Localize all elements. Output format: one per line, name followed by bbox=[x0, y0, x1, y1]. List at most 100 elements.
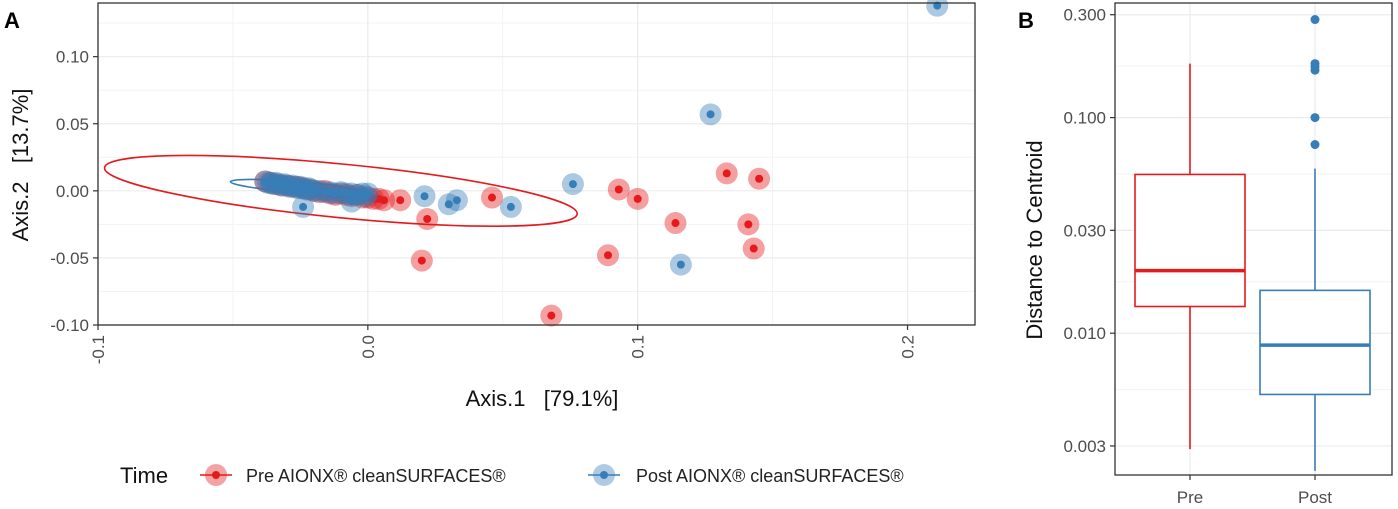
point-pre bbox=[607, 178, 630, 201]
legend-key-dot-post bbox=[600, 471, 608, 479]
ordination-y-tick-label: -0.05 bbox=[50, 249, 89, 268]
point-pre bbox=[373, 189, 396, 212]
ordination-points bbox=[254, 0, 949, 327]
point-pre bbox=[664, 212, 687, 235]
box-outlier bbox=[1310, 140, 1320, 150]
ordination-x-tick-label: -0.1 bbox=[89, 335, 108, 364]
point-dot bbox=[444, 200, 453, 209]
point-dot bbox=[633, 194, 642, 203]
ordination-background bbox=[98, 3, 975, 325]
point-dot bbox=[568, 180, 577, 189]
panel-label-b: B bbox=[1018, 8, 1034, 33]
ordination-y-tick-label: -0.10 bbox=[50, 316, 89, 335]
point-pre bbox=[480, 186, 503, 209]
boxplot-x-tick-label: Pre bbox=[1177, 488, 1203, 507]
point-dot bbox=[347, 197, 356, 206]
ordination-frame bbox=[97, 2, 976, 326]
point-dot bbox=[614, 185, 623, 194]
panel-label-a: A bbox=[4, 8, 20, 33]
point-post bbox=[445, 189, 468, 212]
point-pre bbox=[742, 237, 765, 260]
point-dot bbox=[420, 192, 429, 201]
point-post bbox=[340, 190, 363, 213]
boxplot-y-tick-label: 0.003 bbox=[1063, 437, 1106, 456]
ordination-x-ticks: -0.1 0.0 0.1 0.2 bbox=[89, 325, 918, 364]
ordination-x-axis-title: Axis.1 [79.1%] bbox=[466, 386, 619, 411]
boxplot-y-ticks: 0.003 0.010 0.030 0.100 0.300 bbox=[1063, 6, 1115, 456]
boxplot-x-ticks: Pre Post bbox=[1177, 475, 1332, 507]
box-outlier bbox=[1310, 15, 1320, 25]
point-dot bbox=[423, 215, 432, 224]
legend-item-post: Post AIONX® cleanSURFACES® bbox=[588, 464, 904, 486]
point-post bbox=[356, 182, 379, 205]
boxplot-y-tick-label: 0.300 bbox=[1063, 6, 1106, 25]
ordination-x-tick-label: 0.0 bbox=[359, 335, 378, 359]
point-dot bbox=[749, 244, 758, 253]
point-dot bbox=[363, 189, 372, 198]
point-pre bbox=[715, 162, 738, 185]
confidence-ellipse bbox=[103, 154, 579, 227]
point-post bbox=[413, 185, 436, 208]
point-dot bbox=[744, 220, 753, 229]
ordination-y-tick-label: 0.10 bbox=[56, 48, 89, 67]
ordination-y-tick-label: 0.00 bbox=[56, 182, 89, 201]
point-dot bbox=[755, 174, 764, 183]
boxplot-boxes bbox=[1134, 15, 1371, 471]
point-dot bbox=[547, 311, 556, 320]
point-dot bbox=[933, 1, 942, 10]
legend-label-pre: Pre AIONX® cleanSURFACES® bbox=[246, 466, 506, 486]
box-body bbox=[1134, 173, 1246, 308]
point-post bbox=[499, 195, 522, 218]
ordination-y-ticks: -0.10 -0.05 0.00 0.05 0.10 bbox=[50, 48, 98, 335]
point-dot bbox=[722, 169, 731, 178]
legend-key-dot-pre bbox=[212, 471, 220, 479]
point-dot bbox=[299, 202, 308, 211]
point-post bbox=[699, 103, 722, 126]
legend-item-pre: Pre AIONX® cleanSURFACES® bbox=[200, 464, 506, 486]
point-dot bbox=[671, 219, 680, 228]
point-post bbox=[308, 179, 331, 202]
point-dot bbox=[380, 196, 389, 205]
box-outlier bbox=[1310, 113, 1320, 123]
ordination-x-tick-label: 0.2 bbox=[899, 335, 918, 359]
point-post bbox=[329, 181, 352, 204]
box-body bbox=[1259, 289, 1371, 396]
point-dot bbox=[706, 110, 715, 119]
point-dot bbox=[604, 251, 613, 260]
point-pre bbox=[389, 189, 412, 212]
box-outlier bbox=[1310, 59, 1320, 69]
box-pre bbox=[1134, 63, 1246, 450]
ordination-y-axis-title: Axis.2 [13.7%] bbox=[8, 89, 33, 242]
boxplot-y-tick-label: 0.030 bbox=[1063, 221, 1106, 240]
point-post bbox=[561, 173, 584, 196]
boxplot-x-tick-label: Post bbox=[1298, 488, 1332, 507]
point-pre bbox=[540, 304, 563, 327]
boxplot-y-tick-label: 0.010 bbox=[1063, 324, 1106, 343]
point-post bbox=[292, 195, 315, 218]
point-pre bbox=[410, 249, 433, 272]
ordination-y-tick-label: 0.05 bbox=[56, 115, 89, 134]
point-post bbox=[669, 253, 692, 276]
point-dot bbox=[487, 193, 496, 202]
ordination-grid bbox=[97, 3, 975, 326]
point-dot bbox=[506, 202, 515, 211]
point-pre bbox=[626, 187, 649, 210]
point-post bbox=[926, 0, 949, 17]
dispersion-boxplot: Pre Post 0.003 0.010 0.030 0.100 0.300 Distan… bbox=[1022, 2, 1393, 507]
point-dot bbox=[452, 196, 461, 205]
legend-label-post: Post AIONX® cleanSURFACES® bbox=[636, 466, 904, 486]
point-dot bbox=[396, 196, 405, 205]
point-pre bbox=[748, 167, 771, 190]
point-pre bbox=[737, 213, 760, 236]
legend-title: Time bbox=[120, 463, 168, 488]
point-dot bbox=[417, 256, 426, 265]
point-pre bbox=[597, 244, 620, 267]
boxplot-y-tick-label: 0.100 bbox=[1063, 109, 1106, 128]
ordination-plot: -0.1 0.0 0.1 0.2 -0.10 -0.05 0.00 0.05 0.10 Axi… bbox=[8, 0, 976, 411]
legend: Time Pre AIONX® cleanSURFACES® Post AION… bbox=[120, 463, 904, 488]
boxplot-frame bbox=[1114, 2, 1393, 476]
box-post bbox=[1259, 15, 1371, 471]
point-pre bbox=[416, 208, 439, 231]
point-dot bbox=[676, 260, 685, 269]
